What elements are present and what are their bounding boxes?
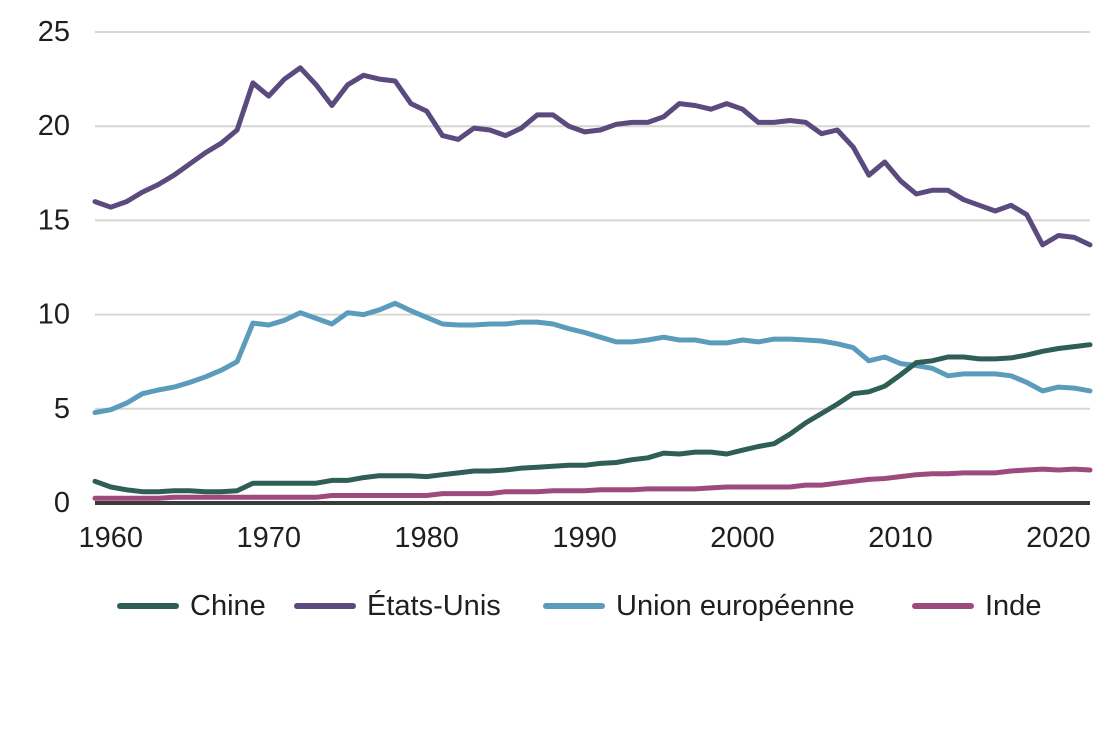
- x-tick-label: 1960: [79, 522, 144, 554]
- legend-item-inde: Inde: [912, 590, 1041, 622]
- x-tick-label: 1980: [394, 522, 459, 554]
- y-tick-label: 5: [54, 393, 70, 425]
- y-tick-label: 25: [38, 16, 70, 48]
- axes: 0 5 10 15 20 25 1960 1970 1980 1990 2000 2010 2020: [38, 16, 1091, 554]
- series-line-etats-unis: [92, 65, 1093, 248]
- x-tick-label: 2000: [710, 522, 775, 554]
- series-line-chine: [92, 342, 1093, 495]
- series-line-union-europeenne: [92, 300, 1093, 416]
- legend-label: Chine: [190, 590, 266, 622]
- legend-item-union-europeenne: Union européenne: [543, 590, 855, 622]
- x-tick-label: 2020: [1026, 522, 1091, 554]
- y-tick-label: 0: [54, 487, 70, 519]
- y-tick-label: 10: [38, 299, 70, 331]
- legend-label: Union européenne: [616, 590, 855, 622]
- y-tick-label: 20: [38, 110, 70, 142]
- y-tick-label: 15: [38, 204, 70, 236]
- legend-label: États-Unis: [367, 589, 501, 622]
- legend-item-chine: Chine: [117, 590, 266, 622]
- legend-label: Inde: [985, 590, 1041, 622]
- x-tick-label: 2010: [868, 522, 933, 554]
- legend: Chine États-Unis Union européenne Inde: [117, 589, 1041, 622]
- series-lines: [92, 65, 1093, 501]
- x-tick-label: 1990: [552, 522, 617, 554]
- x-tick-label: 1970: [236, 522, 301, 554]
- series-line-inde: [92, 466, 1093, 501]
- legend-item-etats-unis: États-Unis: [294, 589, 501, 622]
- grid: [95, 31, 1090, 410]
